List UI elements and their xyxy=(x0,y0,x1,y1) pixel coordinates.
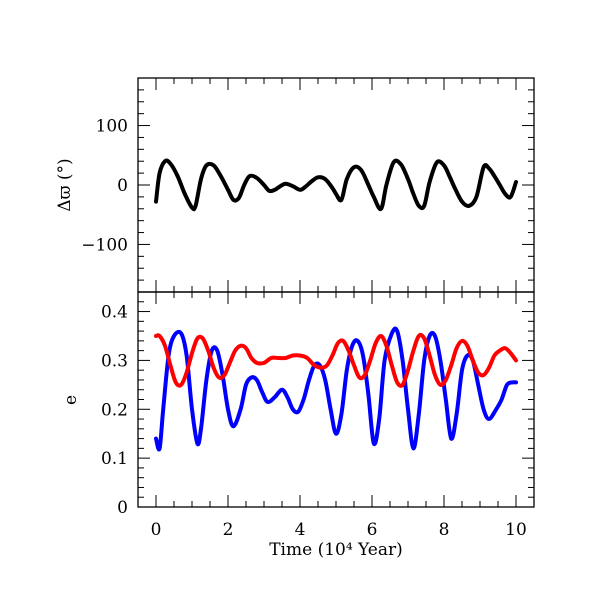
bottom-y-tick-label: 0.4 xyxy=(101,303,128,323)
top-y-tick-label: 100 xyxy=(96,117,128,137)
bottom-y-tick-label: 0.3 xyxy=(101,351,128,371)
bottom-panel-ylabel: e xyxy=(61,395,81,405)
top-panel-marks: −100 0 100 xyxy=(81,78,534,292)
bottom-panel: 0 0.1 0.2 0.3 0.4 0 2 4 6 8 10 e Time (10⁴ Year) xyxy=(61,291,535,560)
bottom-y-tick-label: 0.2 xyxy=(101,400,128,420)
bottom-panel-marks: 0 0.1 0.2 0.3 0.4 0 2 4 6 8 10 xyxy=(101,291,534,540)
top-series-line-0 xyxy=(154,158,518,212)
bottom-x-tick-label: 10 xyxy=(505,520,527,540)
bottom-x-tick-label: 8 xyxy=(439,520,450,540)
bottom-panel-frame xyxy=(137,291,535,508)
top-y-tick-label: −100 xyxy=(81,235,128,255)
bottom-series-line-0 xyxy=(154,326,518,452)
bottom-series-line-1 xyxy=(154,332,518,388)
bottom-x-tick-label: 4 xyxy=(295,520,306,540)
bottom-y-tick-label: 0.1 xyxy=(101,449,128,469)
bottom-x-tick-label: 0 xyxy=(151,520,162,540)
top-panel: −100 0 100 Δϖ (°) xyxy=(55,77,535,293)
top-panel-ylabel: Δϖ (°) xyxy=(55,158,75,211)
bottom-panel-xlabel: Time (10⁴ Year) xyxy=(269,540,403,560)
top-y-tick-label: 0 xyxy=(117,176,128,196)
bottom-y-tick-label: 0 xyxy=(117,498,128,518)
bottom-x-tick-label: 6 xyxy=(367,520,378,540)
bottom-x-tick-label: 2 xyxy=(223,520,234,540)
